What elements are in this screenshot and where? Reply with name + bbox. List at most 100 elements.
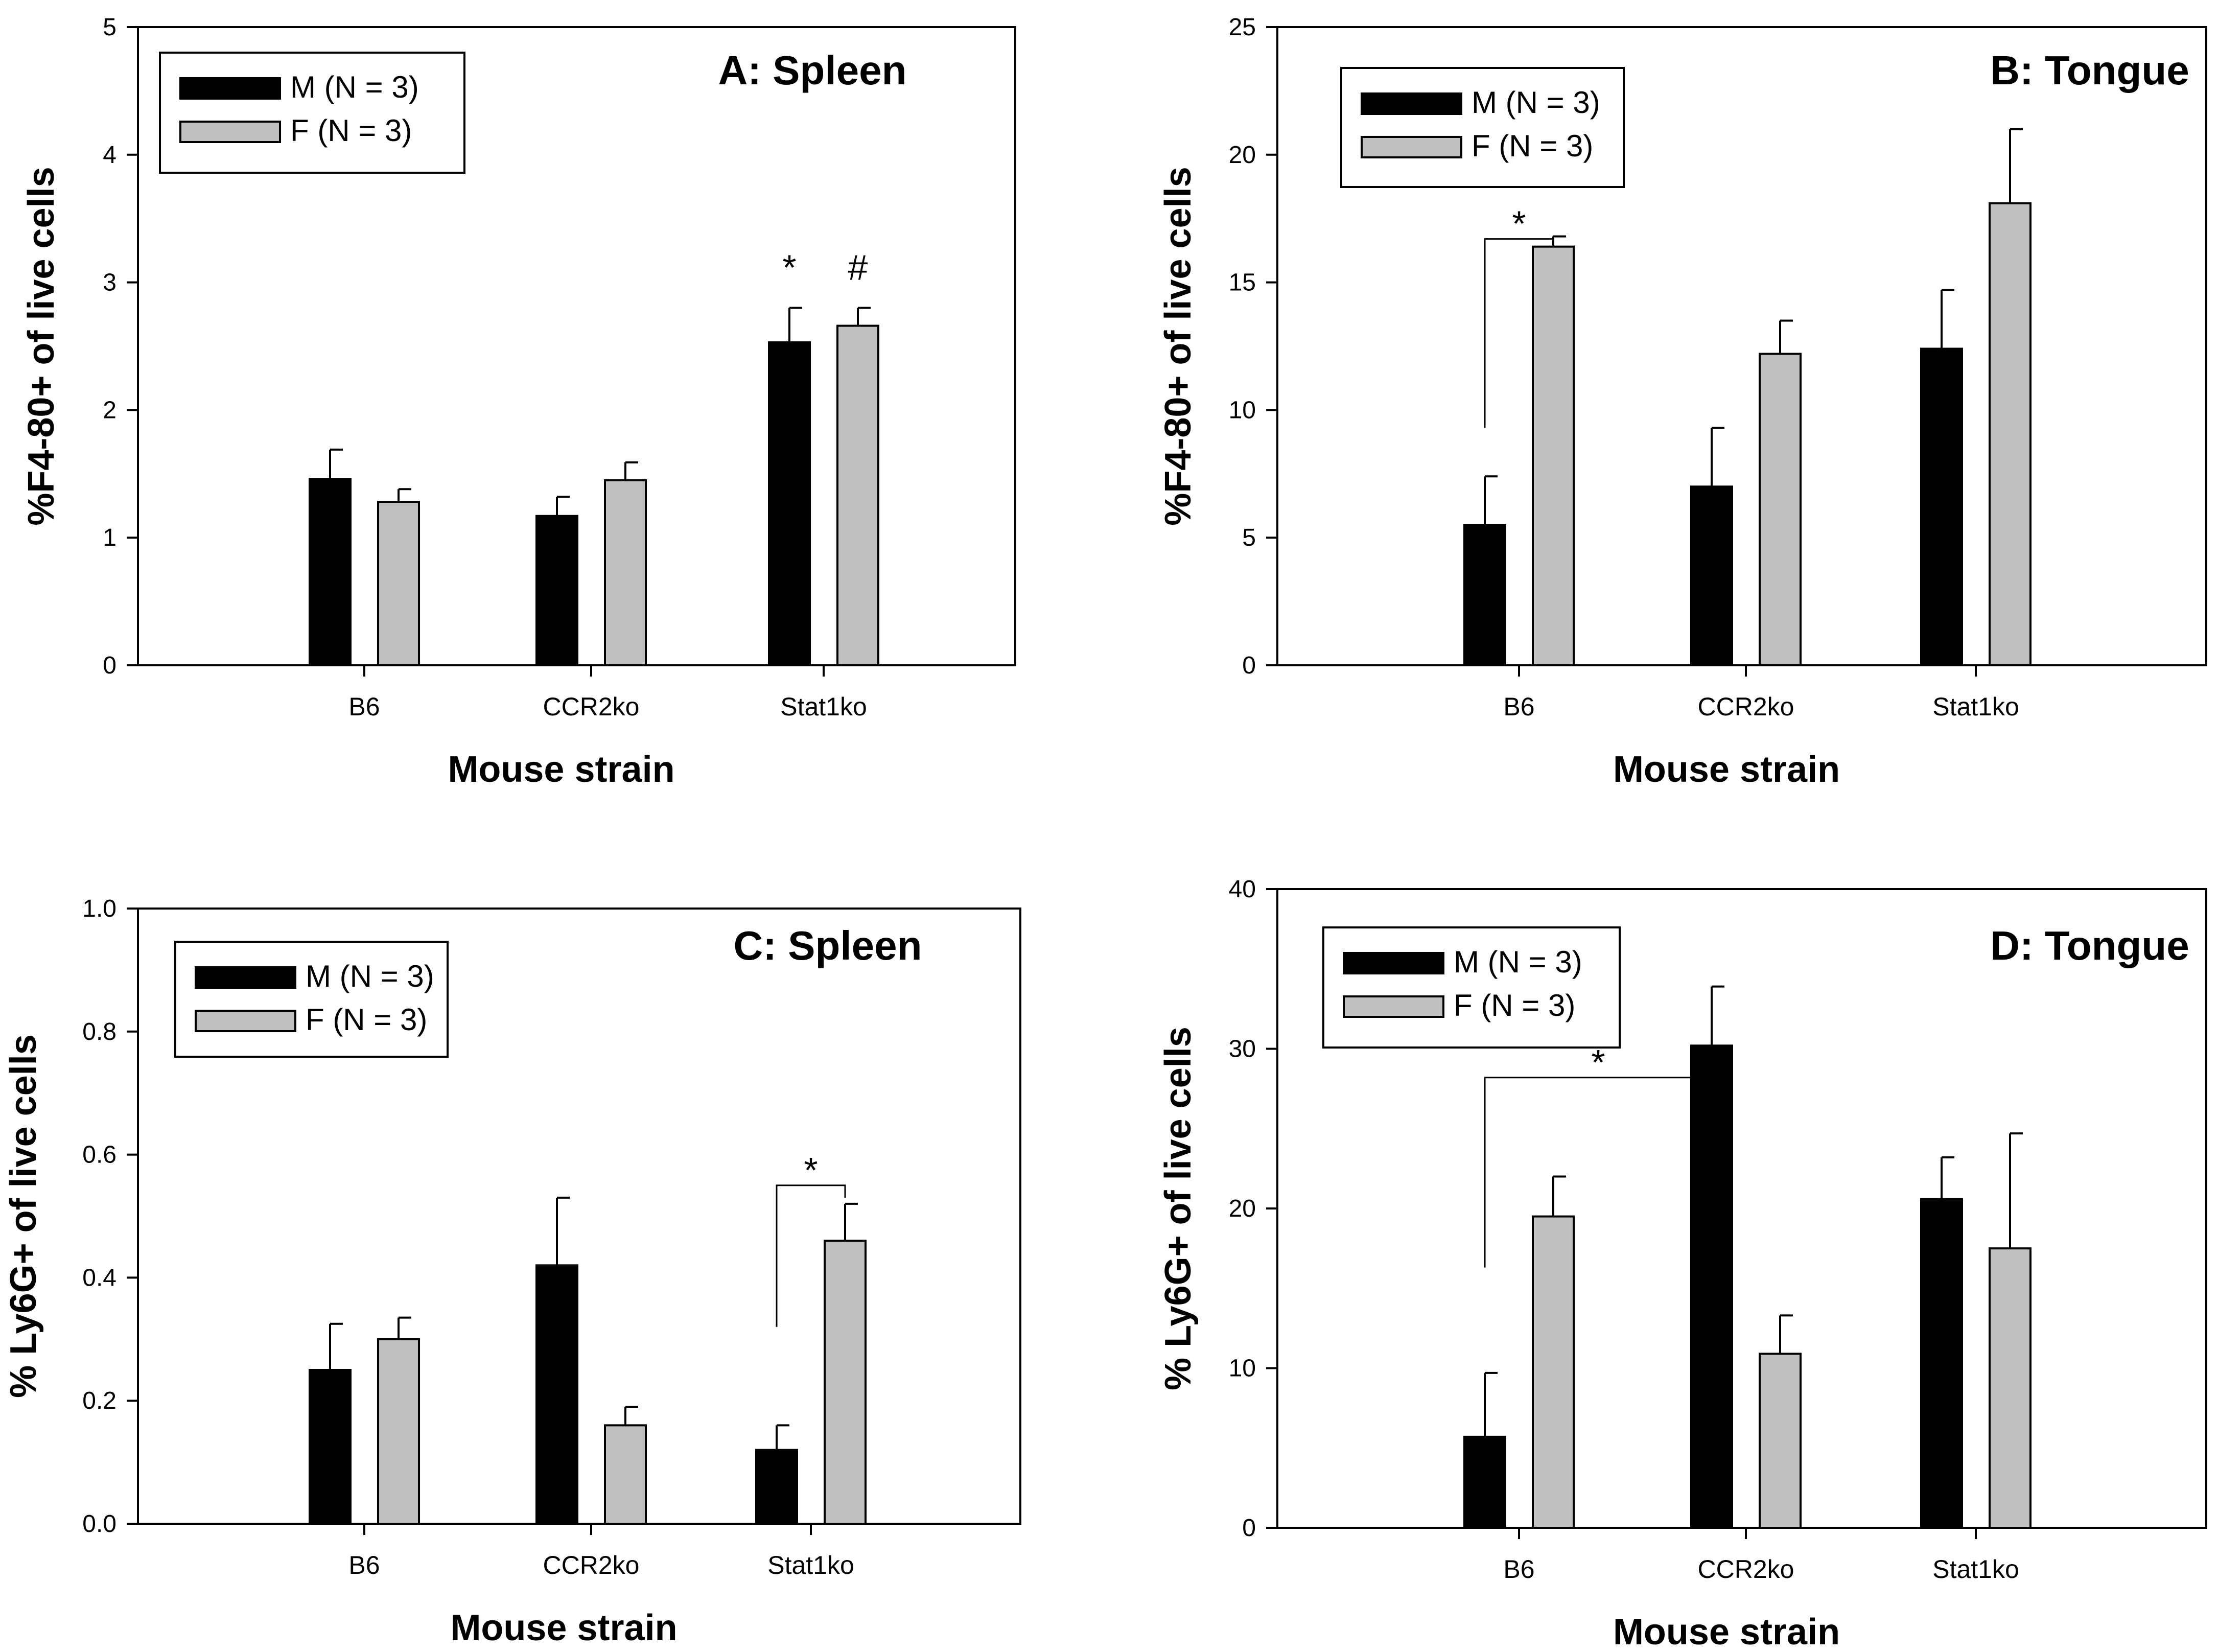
bar-m bbox=[1920, 1198, 1963, 1529]
y-tick-label: 4 bbox=[103, 142, 116, 169]
significance-marker: * bbox=[1512, 204, 1526, 244]
x-tick-label: Stat1ko bbox=[1932, 692, 2019, 721]
significance-bracket bbox=[1484, 1077, 1712, 1268]
panel-title: D: Tongue bbox=[1990, 923, 2189, 968]
y-axis-title: % Ly6G+ of live cells bbox=[1158, 1027, 1199, 1390]
x-tick-label: Stat1ko bbox=[1932, 1555, 2019, 1584]
bar-m bbox=[309, 478, 352, 666]
bar-m bbox=[535, 1264, 578, 1525]
legend-swatch-m bbox=[1343, 952, 1444, 974]
y-tick-label: 15 bbox=[1229, 269, 1256, 296]
bar-m bbox=[1690, 1044, 1733, 1529]
y-tick-label: 0 bbox=[1242, 1515, 1256, 1542]
bar-f bbox=[1989, 1247, 2032, 1529]
x-tick-label: Stat1ko bbox=[780, 692, 867, 721]
bar-m bbox=[1920, 347, 1963, 666]
legend-label: F (N = 3) bbox=[1472, 129, 1593, 163]
y-tick-label: 5 bbox=[103, 14, 116, 41]
bar-m bbox=[1690, 485, 1733, 667]
y-tick-label: 0 bbox=[103, 652, 116, 679]
x-tick-label: Stat1ko bbox=[767, 1551, 854, 1579]
bar-m bbox=[768, 341, 811, 666]
y-tick-label: 2 bbox=[103, 397, 116, 424]
bar-m bbox=[755, 1449, 798, 1525]
legend-swatch-f bbox=[1343, 995, 1444, 1018]
plot-frame bbox=[1276, 26, 2207, 666]
bar-f bbox=[1532, 245, 1575, 666]
bar-m bbox=[309, 1369, 352, 1525]
legend-label: F (N = 3) bbox=[290, 113, 412, 148]
legend-swatch-f bbox=[179, 121, 281, 143]
chart-panel-2: 0 5 10 15 20 25 B6 CCR2ko Stat1ko Mouse strain %F4… bbox=[1158, 14, 2207, 790]
legend-label: F (N = 3) bbox=[306, 1003, 427, 1037]
x-tick-label: B6 bbox=[1503, 692, 1534, 721]
plot-frame bbox=[137, 908, 1021, 1525]
bar-f bbox=[604, 479, 647, 666]
y-tick-label: 0.0 bbox=[82, 1510, 116, 1538]
y-tick-label: 10 bbox=[1229, 1355, 1256, 1382]
panel-title: A: Spleen bbox=[718, 48, 907, 93]
x-tick-label: B6 bbox=[1503, 1555, 1534, 1584]
y-axis-title: %F4-80+ of live cells bbox=[21, 167, 62, 525]
x-axis-title: Mouse strain bbox=[450, 1608, 677, 1648]
bar-f bbox=[377, 501, 420, 666]
legend: M (N = 3) F (N = 3) bbox=[1340, 67, 1625, 188]
panel-title: B: Tongue bbox=[1990, 48, 2189, 93]
legend-swatch-f bbox=[195, 1010, 296, 1032]
significance-bracket bbox=[1484, 238, 1553, 428]
legend: M (N = 3) F (N = 3) bbox=[159, 52, 465, 174]
bar-f bbox=[836, 324, 879, 666]
x-tick-label: CCR2ko bbox=[543, 692, 640, 721]
x-tick-label: B6 bbox=[348, 1551, 380, 1579]
significance-bracket bbox=[776, 1184, 846, 1327]
legend-label: M (N = 3) bbox=[1472, 85, 1600, 120]
bar-f bbox=[604, 1424, 647, 1525]
legend-frame bbox=[1322, 926, 1621, 1049]
bar-m bbox=[1463, 524, 1506, 666]
significance-marker: * bbox=[782, 248, 796, 288]
x-axis-title: Mouse strain bbox=[1613, 1612, 1840, 1652]
legend-swatch-m bbox=[179, 77, 281, 100]
y-tick-label: 0 bbox=[1242, 652, 1256, 679]
y-tick-label: 0.2 bbox=[82, 1387, 116, 1414]
y-tick-label: 30 bbox=[1229, 1036, 1256, 1063]
bar-f bbox=[824, 1240, 867, 1525]
bar-f bbox=[1759, 353, 1802, 666]
significance-marker: # bbox=[848, 248, 868, 288]
y-axis-title: %F4-80+ of live cells bbox=[1158, 167, 1199, 525]
chart-panel-3: 0.0 0.2 0.4 0.6 0.8 1.0 B6 CCR2ko Stat1ko Mouse s… bbox=[3, 895, 1021, 1648]
legend-label: M (N = 3) bbox=[290, 70, 419, 104]
legend: M (N = 3) F (N = 3) bbox=[1322, 926, 1621, 1049]
bar-f bbox=[377, 1338, 420, 1525]
legend-swatch-f bbox=[1361, 136, 1462, 158]
significance-marker: * bbox=[804, 1150, 818, 1190]
bar-f bbox=[1989, 202, 2032, 666]
legend-frame bbox=[1340, 67, 1625, 188]
bar-f bbox=[1759, 1353, 1802, 1529]
legend-frame bbox=[174, 941, 449, 1058]
y-tick-label: 0.8 bbox=[82, 1018, 116, 1045]
y-tick-label: 0.6 bbox=[82, 1142, 116, 1169]
y-tick-label: 3 bbox=[103, 269, 116, 296]
legend: M (N = 3) F (N = 3) bbox=[174, 941, 449, 1058]
legend-swatch-m bbox=[1361, 92, 1462, 115]
significance-marker: * bbox=[1591, 1042, 1605, 1082]
chart-panel-1: 0 1 2 3 4 5 B6 CCR2ko Stat1ko Mouse strain %F4-80+… bbox=[21, 14, 1016, 790]
panel-title: C: Spleen bbox=[734, 923, 922, 968]
legend-swatch-m bbox=[195, 966, 296, 989]
bar-m bbox=[1463, 1435, 1506, 1529]
y-tick-label: 0.4 bbox=[82, 1264, 116, 1291]
y-tick-label: 20 bbox=[1229, 142, 1256, 169]
x-axis-title: Mouse strain bbox=[1613, 749, 1840, 790]
legend-frame bbox=[159, 52, 465, 174]
legend-label: M (N = 3) bbox=[306, 959, 434, 993]
y-tick-label: 40 bbox=[1229, 876, 1256, 903]
chart-panel-4: 0 10 20 30 40 B6 CCR2ko Stat1ko Mouse strain % Ly… bbox=[1158, 876, 2207, 1652]
y-tick-label: 10 bbox=[1229, 397, 1256, 424]
y-tick-label: 5 bbox=[1242, 524, 1256, 551]
legend-label: F (N = 3) bbox=[1454, 988, 1575, 1022]
x-axis-title: Mouse strain bbox=[448, 749, 674, 790]
bar-f bbox=[1532, 1215, 1575, 1529]
